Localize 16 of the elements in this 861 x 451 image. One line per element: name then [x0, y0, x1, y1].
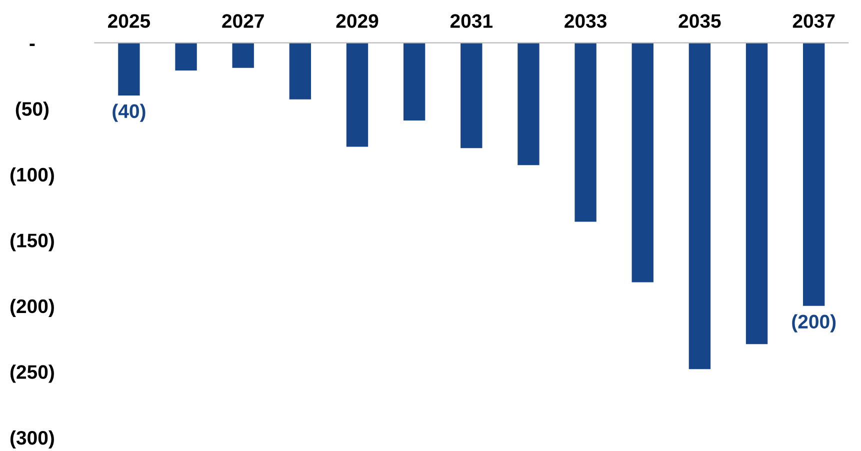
x-tick-label: 2025 [108, 14, 150, 28]
x-tick-label: 2029 [336, 14, 378, 28]
x-tick-label: 2035 [678, 14, 721, 28]
x-tick-label: 2027 [222, 14, 264, 28]
y-tick-label: (150) [10, 233, 54, 252]
x-tick-label: 2033 [564, 14, 606, 28]
y-tick-label: (100) [10, 167, 54, 186]
y-tick-label: (300) [10, 430, 54, 449]
y-tick-label: (50) [16, 102, 49, 120]
x-tick-label: 2031 [450, 14, 492, 28]
data-label: (200) [792, 314, 836, 332]
y-tick-label: (200) [10, 298, 54, 318]
y-tick-label: - [30, 44, 35, 46]
x-tick-label: 2037 [792, 14, 835, 28]
data-label: (40) [112, 104, 146, 122]
y-tick-label: (250) [10, 364, 54, 383]
